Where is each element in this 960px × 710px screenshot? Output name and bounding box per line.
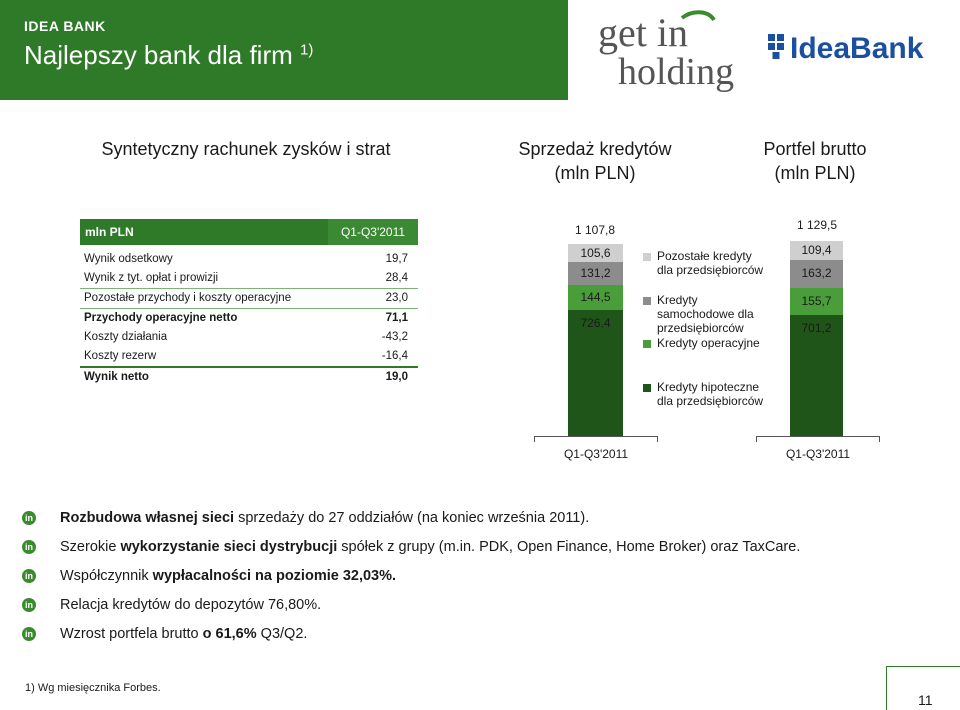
header-banner (0, 0, 568, 100)
row-value: 19,7 (385, 253, 408, 265)
portfolio-title-line1: Portfel brutto (763, 139, 867, 159)
pl-table: mln PLN Q1-Q3'2011 Wynik odsetkowy 19,7 W… (80, 219, 418, 387)
bar-segment-car: 131,2 (568, 262, 623, 286)
logo-arc (680, 10, 716, 22)
bar-value-label: 726,4 (580, 316, 611, 331)
sales-total-label: 1 107,8 (574, 223, 616, 237)
row-value: -43,2 (381, 331, 408, 343)
legend-swatch (643, 340, 651, 348)
table-row: Koszty rezerw -16,4 (80, 347, 418, 366)
bullet-text: Wzrost portfela brutto o 61,6% Q3/Q2. (60, 626, 308, 642)
bar-value-label: 109,4 (801, 243, 832, 258)
logo-get-text: get in (598, 10, 688, 55)
bullet-icon: in (22, 511, 36, 525)
bar-value-label: 105,6 (580, 246, 611, 261)
logo-holding-text: holding (618, 51, 734, 92)
portfolio-x-axis (756, 436, 880, 437)
sales-section-title: Sprzedaż kredytów (mln PLN) (500, 137, 690, 185)
row-label: Koszty działania (84, 331, 168, 343)
bullet-icon: in (22, 627, 36, 641)
row-label: Wynik netto (84, 371, 149, 383)
bullet-text: Relacja kredytów do depozytów 76,80%. (60, 597, 322, 613)
bar-value-label: 131,2 (580, 265, 611, 280)
portfolio-axis-tick (879, 436, 880, 442)
bar-value-label: 163,2 (801, 265, 832, 280)
portfolio-title-line2: (mln PLN) (774, 163, 856, 183)
table-row: Wynik odsetkowy 19,7 (80, 250, 418, 269)
ideabank-text: IdeaBank (790, 32, 924, 64)
sales-axis-tick (534, 436, 535, 442)
row-divider (80, 308, 418, 309)
pl-header-unit: mln PLN (85, 225, 134, 239)
legend-swatch (643, 297, 651, 305)
footnote: 1) Wg miesięcznika Forbes. (25, 682, 161, 694)
portfolio-category-label: Q1-Q3'2011 (785, 447, 851, 461)
ideabank-logo: IdeaBank (768, 32, 924, 64)
bar-segment-operating: 155,7 (790, 288, 843, 315)
bar-segment-car: 163,2 (790, 259, 843, 289)
bar-value-label: 701,2 (801, 320, 832, 335)
row-value: -16,4 (381, 350, 408, 362)
portfolio-total-label: 1 129,5 (796, 218, 838, 232)
table-row: Koszty działania -43,2 (80, 328, 418, 347)
row-value: 19,0 (385, 371, 408, 383)
sales-title-line1: Sprzedaż kredytów (518, 139, 672, 159)
bar-segment-mortgage: 726,4 (568, 310, 623, 436)
row-value: 71,1 (385, 312, 408, 324)
bullet-text: Rozbudowa własnej sieci sprzedaży do 27 … (60, 510, 590, 526)
legend-label: Kredyty hipoteczne dla przedsiębiorców (657, 380, 764, 408)
table-row: Pozostałe przychody i koszty operacyjne 2… (80, 289, 418, 308)
header-subtitle: IDEA BANK (24, 18, 106, 34)
ideabank-mark (768, 34, 784, 59)
row-divider (80, 288, 418, 289)
portfolio-bar: 701,2 155,7 163,2 109,4 (790, 241, 843, 436)
legend-swatch (643, 384, 651, 392)
table-row: Wynik z tyt. opłat i prowizji 28,4 (80, 269, 418, 288)
row-label: Wynik z tyt. opłat i prowizji (84, 272, 219, 284)
page-corner-frame (886, 666, 960, 710)
row-label: Przychody operacyjne netto (84, 312, 238, 324)
bar-value-label: 144,5 (580, 289, 611, 304)
sales-axis-tick (657, 436, 658, 442)
row-value: 28,4 (385, 272, 408, 284)
bar-value-label: 155,7 (801, 293, 832, 308)
table-row: Wynik netto 19,0 (80, 368, 418, 387)
row-value: 23,0 (385, 292, 408, 304)
row-label: Wynik odsetkowy (84, 253, 173, 265)
getin-holding-logo: get in holding (598, 10, 734, 92)
legend-swatch (643, 253, 651, 261)
bar-segment-mortgage: 701,2 (790, 314, 843, 436)
page-title-text: Najlepszy bank dla firm (24, 40, 293, 70)
bullet-icon: in (22, 540, 36, 554)
pl-section-title: Syntetyczny rachunek zysków i strat (101, 139, 391, 159)
bar-segment-operating: 144,5 (568, 285, 623, 311)
bullet-icon: in (22, 598, 36, 612)
legend-label: Kredyty operacyjne (657, 336, 760, 350)
bullet-text: Współczynnik wypłacalności na poziomie 3… (60, 568, 397, 584)
pl-table-header: mln PLN Q1-Q3'2011 (80, 219, 418, 245)
row-divider (80, 366, 418, 368)
page-title: Najlepszy bank dla firm 1) (24, 40, 313, 71)
row-label: Pozostałe przychody i koszty operacyjne (84, 292, 292, 304)
legend-label: Kredyty samochodowe dla przedsiębiorców (657, 293, 754, 335)
row-label: Koszty rezerw (84, 350, 157, 362)
sales-title-line2: (mln PLN) (554, 163, 636, 183)
bar-segment-other: 109,4 (790, 241, 843, 260)
table-row: Przychody operacyjne netto 71,1 (80, 309, 418, 328)
page-number: 11 (918, 692, 933, 708)
legend-label: Pozostałe kredyty dla przedsiębiorców (657, 249, 764, 277)
pl-header-period: Q1-Q3'2011 (328, 219, 418, 245)
sales-bar: 726,4 144,5 131,2 105,6 (568, 244, 623, 436)
sales-category-label: Q1-Q3'2011 (563, 447, 629, 461)
bullet-text: Szerokie wykorzystanie sieci dystrybucji… (60, 539, 801, 555)
title-footnote-ref: 1) (300, 41, 314, 59)
bar-segment-other: 105,6 (568, 244, 623, 263)
bullet-icon: in (22, 569, 36, 583)
sales-x-axis (534, 436, 658, 437)
portfolio-section-title: Portfel brutto (mln PLN) (720, 137, 910, 185)
portfolio-axis-tick (756, 436, 757, 442)
